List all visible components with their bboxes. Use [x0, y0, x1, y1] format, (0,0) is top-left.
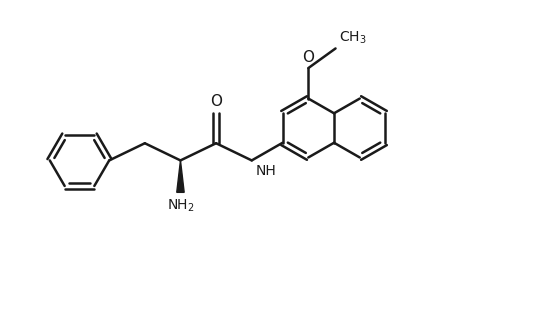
Polygon shape	[177, 161, 184, 192]
Text: NH: NH	[256, 164, 277, 178]
Text: O: O	[210, 94, 222, 109]
Text: NH$_2$: NH$_2$	[167, 197, 194, 214]
Text: CH$_3$: CH$_3$	[338, 30, 366, 47]
Text: O: O	[302, 50, 314, 65]
